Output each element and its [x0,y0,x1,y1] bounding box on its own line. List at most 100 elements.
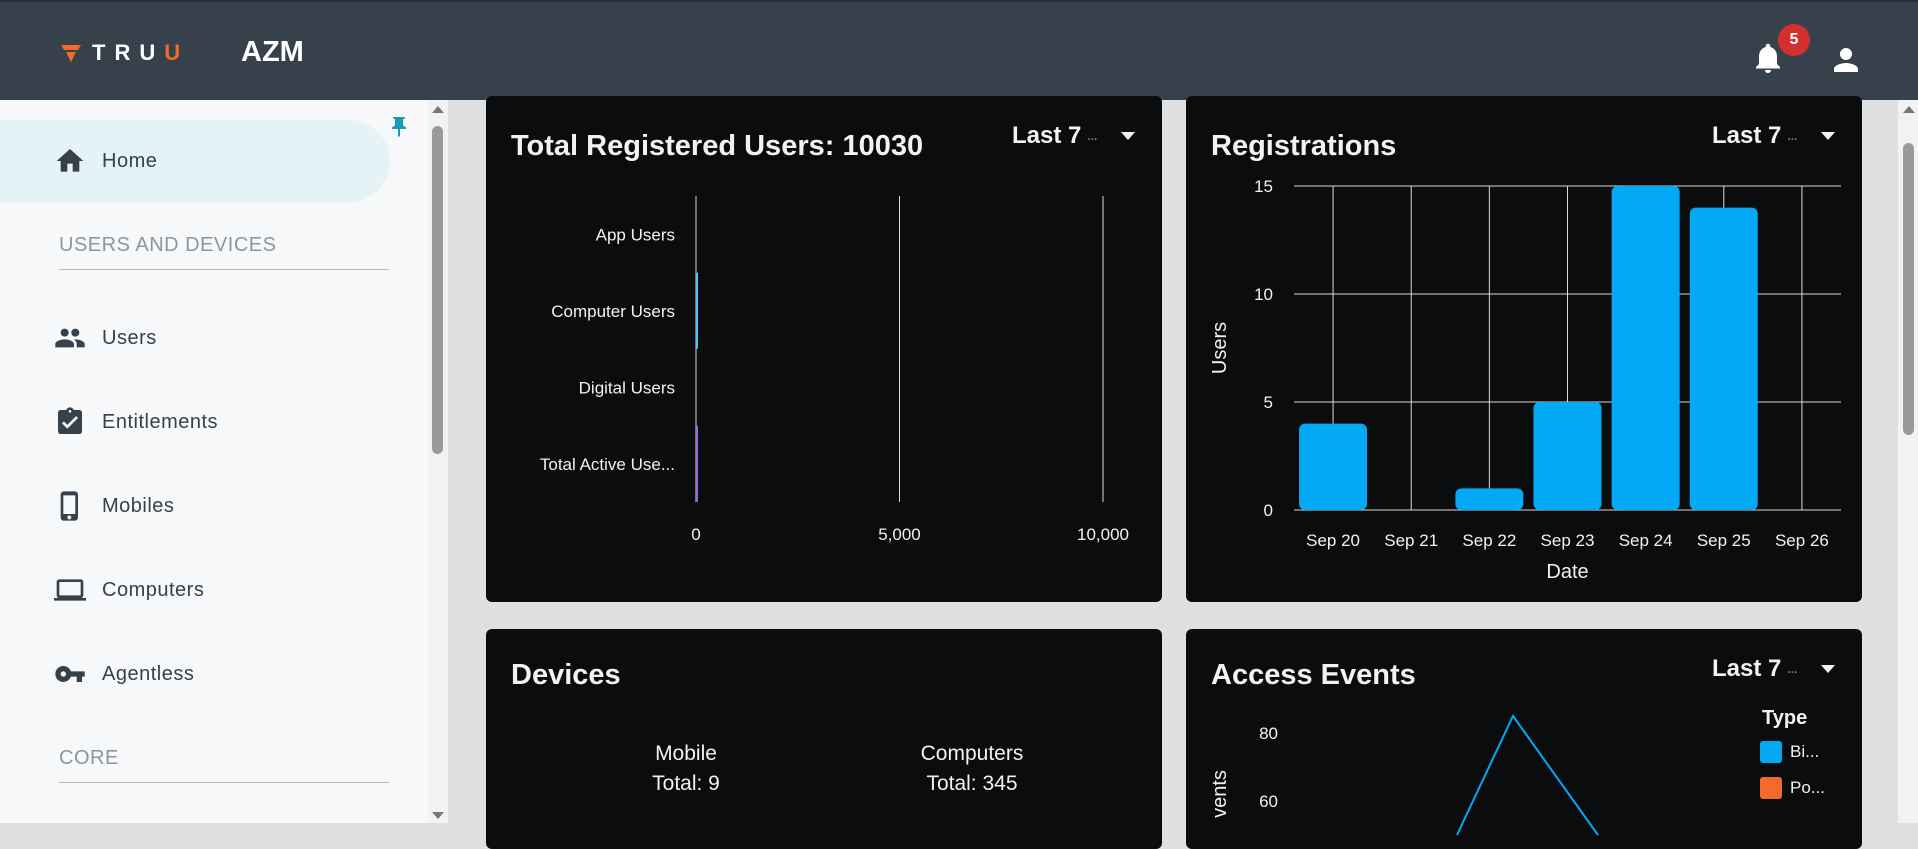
bar [696,425,698,502]
series-line [1456,714,1599,836]
sidebar-item-agentless[interactable]: Agentless [0,633,390,715]
y-category-label: App Users [596,225,675,244]
section-core: CORE [59,747,389,783]
legend-swatch [1760,741,1782,763]
x-tick-label: Sep 25 [1697,531,1751,550]
legend-label: Po... [1790,778,1825,797]
range-label: Last 7 [1712,655,1782,682]
sidebar-item-label: Entitlements [102,410,219,433]
chevron-down-icon [1821,665,1836,673]
y-axis-label: vents [1209,770,1231,818]
pin-sidebar-icon[interactable] [387,114,411,140]
access-events-chart: 80 60 vents [1209,714,1599,836]
bar [1689,207,1758,510]
legend-item-series-2[interactable]: Po... [1760,777,1825,799]
y-category-label: Digital Users [579,378,675,397]
x-tick-label: 5,000 [878,525,921,544]
y-category-label: Total Active Use... [540,455,675,474]
computers-device-summary: Computers Total: 345 [872,739,1072,799]
range-ellipsis: ... [1787,662,1798,676]
legend-title: Type [1762,707,1808,729]
x-tick-label: Sep 23 [1541,531,1595,550]
x-tick-label: Sep 21 [1384,531,1438,550]
section-users-and-devices: USERS AND DEVICES [59,234,389,270]
mobile-icon [60,491,78,521]
bar [1611,186,1680,510]
y-tick-label: 0 [1264,501,1273,520]
registrations-chart: 0 5 10 15 Sep 20 Sep 21 Sep 22 Sep 23 Sep 24 Sep … [1209,177,1841,583]
legend-swatch [1760,777,1782,799]
mobile-label: Mobile [655,742,717,765]
sidebar-item-mobiles[interactable]: Mobiles [0,465,390,547]
range-label: Last 7 [1712,122,1782,149]
registrations-range-dropdown[interactable]: Last 7 ... [1712,122,1836,150]
total-users-chart: 0 5,000 10,000 App Users Computer Users Digit… [540,196,1129,544]
legend-label: Bi... [1790,742,1820,761]
laptop-icon [54,579,86,601]
x-tick-label: Sep 20 [1306,531,1360,550]
main-scroll-up-arrow[interactable] [1903,106,1915,113]
main-scrollbar-thumb[interactable] [1903,143,1914,435]
top-bar: TRUU AZM 5 [0,0,1918,100]
range-ellipsis: ... [1787,129,1798,143]
total-users-card: 0 5,000 10,000 App Users Computer Users Digit… [486,96,1162,602]
key-icon [55,666,85,682]
logo-text: TRUU [92,40,190,65]
x-tick-label: Sep 26 [1775,531,1829,550]
access-events-range-dropdown[interactable]: Last 7 ... [1712,655,1836,683]
sidebar-item-label: Users [102,326,157,349]
chevron-down-icon [1821,132,1836,140]
sidebar-item-entitlements[interactable]: Entitlements [0,381,390,463]
x-tick-label: 0 [691,525,700,544]
x-tick-label: Sep 24 [1619,531,1673,550]
sidebar-item-label: Mobiles [102,494,175,517]
app-title: AZM [241,36,304,68]
chevron-down-icon [1121,132,1136,140]
bar [1533,402,1602,510]
truu-logo[interactable]: TRUU [60,40,189,66]
registrations-title: Registrations [1211,130,1397,162]
range-ellipsis: ... [1087,129,1098,143]
computers-total: Total: 345 [926,772,1018,795]
registrations-card: 0 5 10 15 Sep 20 Sep 21 Sep 22 Sep 23 Sep 24 Sep … [1186,96,1862,602]
y-tick-label: 10 [1254,285,1273,304]
total-users-title: Total Registered Users: 10030 [511,130,924,162]
x-tick-label: 10,000 [1077,525,1129,544]
sidebar-item-home[interactable]: Home [0,120,390,202]
x-axis-label: Date [1546,561,1588,583]
mobile-device-summary: Mobile Total: 9 [586,739,786,799]
computers-label: Computers [920,742,1024,765]
sidebar-item-users[interactable]: Users [0,297,390,379]
legend-item-series-1[interactable]: Bi... [1760,741,1819,763]
y-axis-label: Users [1209,322,1231,374]
y-tick-label: 5 [1264,393,1273,412]
sidebar-item-computers[interactable]: Computers [0,549,390,631]
notification-badge[interactable]: 5 [1778,24,1810,56]
sidebar-scroll-down-arrow[interactable] [432,812,444,819]
clipboard-check-icon [58,407,82,434]
sidebar-scroll-up-arrow[interactable] [432,106,444,113]
account-icon[interactable] [1828,42,1864,78]
y-tick-label: 80 [1259,724,1278,743]
sidebar: Home USERS AND DEVICES Users Entitlement… [0,100,428,823]
mobile-total: Total: 9 [652,772,720,795]
devices-card: Devices Mobile Total: 9 Computers Total:… [486,629,1162,849]
sidebar-scrollbar-thumb[interactable] [432,126,443,454]
access-events-card: 80 60 vents Access Events Last 7 ... Type … [1186,629,1862,849]
bar [1299,423,1368,510]
sidebar-item-label: Computers [102,578,205,601]
sidebar-item-label: Agentless [102,662,195,685]
access-events-title: Access Events [1211,659,1416,691]
devices-title: Devices [511,659,621,691]
bar [696,272,698,349]
sidebar-item-label: Home [102,149,158,172]
y-tick-label: 60 [1259,792,1278,811]
x-tick-label: Sep 22 [1462,531,1516,550]
y-tick-label: 15 [1254,177,1273,196]
bar [1455,488,1524,510]
notifications-bell-icon[interactable] [1750,40,1786,76]
total-users-range-dropdown[interactable]: Last 7 ... [1012,122,1136,150]
range-label: Last 7 [1012,122,1082,149]
truu-logo-icon [61,45,81,62]
users-icon [55,328,85,348]
